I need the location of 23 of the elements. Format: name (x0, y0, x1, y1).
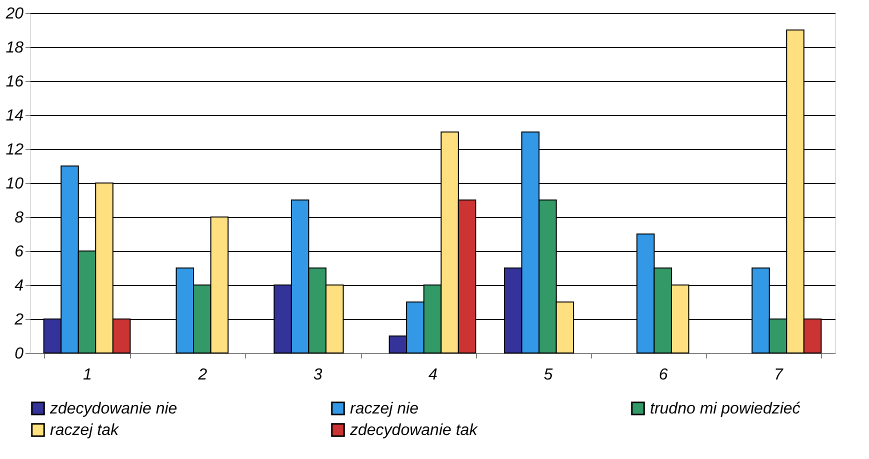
y-tick-label: 8 (14, 210, 24, 226)
x-tick-label: 4 (428, 366, 438, 384)
y-tick-label: 6 (14, 244, 24, 260)
legend-label: raczej nie (350, 400, 419, 418)
legend-label: raczej tak (50, 422, 120, 439)
y-tick-label: 12 (6, 142, 24, 158)
y-tick-label: 14 (6, 108, 24, 124)
y-tick-label: 10 (6, 176, 24, 192)
y-tick-label: 18 (6, 40, 24, 56)
x-tick-label: 3 (313, 366, 322, 384)
x-tick-label: 7 (774, 366, 784, 384)
x-tick-label: 2 (197, 366, 208, 384)
x-tick-label: 5 (544, 366, 553, 384)
legend-label: zdecydowanie nie (49, 400, 178, 418)
legend-label: zdecydowanie tak (349, 422, 478, 439)
y-tick-label: 20 (4, 6, 24, 22)
y-tick-label: 2 (14, 312, 24, 328)
y-tick-label: 4 (14, 278, 24, 294)
x-tick-label: 6 (658, 366, 668, 384)
y-tick-label: 16 (6, 74, 24, 90)
x-tick-label: 1 (83, 366, 92, 384)
y-tick-label: 0 (14, 346, 24, 362)
legend-label: trudno mi powiedzieć (650, 400, 800, 418)
